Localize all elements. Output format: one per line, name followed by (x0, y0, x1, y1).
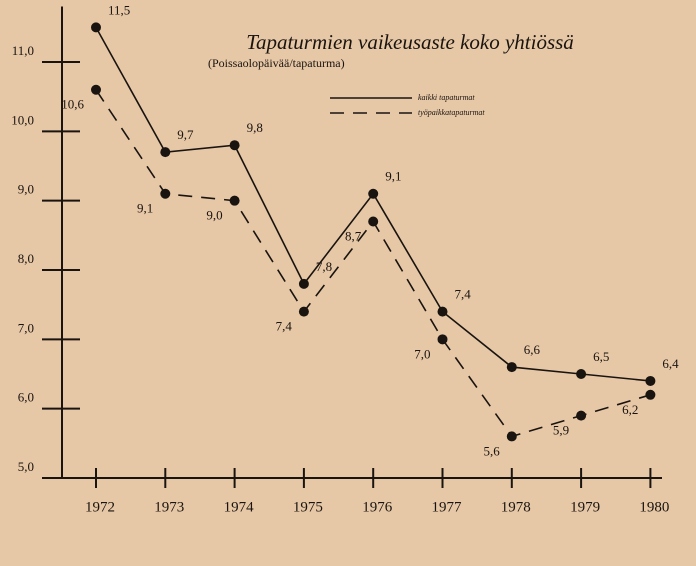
y-tick-label: 7,0 (18, 320, 34, 335)
data-label: 7,0 (414, 346, 430, 361)
y-tick-label: 11,0 (12, 43, 34, 58)
data-point (298, 306, 309, 317)
data-label: 10,6 (61, 97, 84, 112)
data-point (437, 306, 448, 317)
data-label: 6,4 (662, 356, 679, 371)
data-point (91, 22, 101, 33)
data-point (576, 369, 587, 380)
data-label: 6,5 (593, 349, 609, 364)
data-label: 11,5 (108, 2, 130, 17)
data-label: 9,7 (177, 127, 194, 142)
data-label: 5,9 (553, 423, 569, 438)
data-point (368, 188, 379, 199)
chart-subtitle: (Poissaolopäivää/tapaturma) (208, 56, 345, 70)
data-label: 7,4 (276, 319, 293, 334)
x-tick-label: 1975 (293, 499, 323, 515)
data-point (368, 216, 379, 227)
y-tick-label: 6,0 (18, 390, 34, 405)
data-point (160, 147, 171, 158)
x-tick-label: 1979 (570, 499, 600, 515)
x-tick-label: 1977 (432, 499, 463, 515)
x-tick-label: 1980 (639, 499, 669, 515)
chart-title: Tapaturmien vaikeusaste koko yhtiössä (246, 30, 574, 54)
data-label: 5,6 (484, 443, 501, 458)
x-tick-label: 1976 (362, 499, 393, 515)
data-label: 9,1 (385, 169, 401, 184)
data-label: 8,7 (345, 228, 362, 243)
data-point (298, 278, 309, 289)
data-label: 9,8 (247, 120, 263, 135)
data-label: 6,2 (622, 402, 638, 417)
data-point (229, 195, 240, 206)
data-point (645, 389, 656, 400)
data-point (506, 362, 517, 373)
y-tick-label: 5,0 (18, 459, 34, 474)
y-tick-label: 10,0 (11, 112, 34, 127)
data-label: 7,4 (455, 287, 472, 302)
legend-label: kaikki tapaturmat (418, 93, 475, 102)
y-tick-label: 8,0 (18, 251, 34, 266)
data-point (437, 334, 448, 345)
series-line (95, 26, 651, 382)
legend-label: työpaikkatapaturmat (418, 108, 485, 117)
x-tick-label: 1973 (154, 499, 184, 515)
x-tick-label: 1978 (501, 499, 531, 515)
data-label: 7,8 (316, 259, 332, 274)
data-point (229, 140, 240, 151)
data-point (645, 375, 656, 386)
data-point (576, 410, 587, 421)
x-tick-label: 1974 (224, 499, 255, 515)
data-point (160, 188, 171, 199)
data-label: 9,0 (206, 208, 222, 223)
data-point (506, 431, 517, 442)
data-label: 6,6 (524, 342, 541, 357)
data-point (91, 84, 101, 95)
x-tick-label: 1972 (85, 499, 115, 515)
y-tick-label: 9,0 (18, 182, 34, 197)
data-label: 9,1 (137, 201, 153, 216)
